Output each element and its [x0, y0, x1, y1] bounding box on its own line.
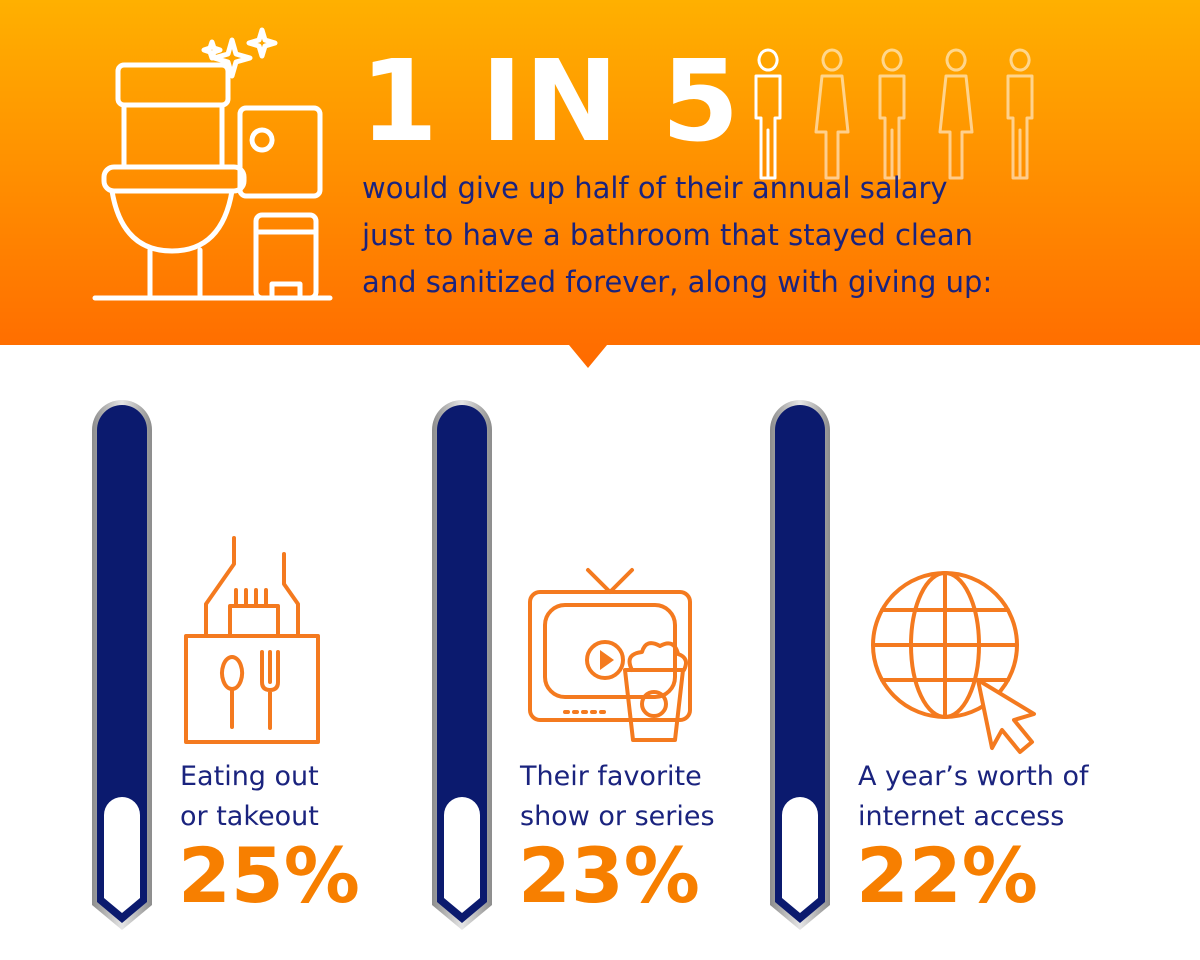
item-label: show or series [520, 801, 715, 832]
item-label: internet access [858, 801, 1064, 832]
gauge-fill [437, 405, 487, 923]
header-line: would give up half of their annual salar… [362, 171, 948, 205]
food-bag-icon [184, 536, 320, 744]
tv-icon [528, 568, 692, 742]
header-text: would give up half of their annual salar… [361, 171, 992, 299]
gauge-level [444, 797, 480, 913]
item-label: or takeout [180, 801, 319, 832]
item-percent: 23% [518, 831, 700, 920]
header-band [0, 0, 1200, 368]
gauge-level [104, 797, 140, 913]
gauge-fill [775, 405, 825, 923]
gauge-fill [97, 405, 147, 923]
item-percent: 22% [856, 831, 1038, 920]
item-label: Eating out [180, 761, 319, 792]
item-percent: 25% [178, 831, 360, 920]
gauge-level [782, 797, 818, 913]
header-line: just to have a bathroom that stayed clea… [361, 218, 973, 252]
header-line: and sanitized forever, along with giving… [362, 265, 992, 299]
item-label: Their favorite [519, 761, 702, 792]
bathroom-icon [92, 27, 333, 301]
people-icons [754, 48, 1034, 180]
item-label: A year’s worth of [858, 761, 1090, 792]
headline: 1 IN 5 [360, 37, 741, 167]
globe-icon [871, 571, 1036, 754]
